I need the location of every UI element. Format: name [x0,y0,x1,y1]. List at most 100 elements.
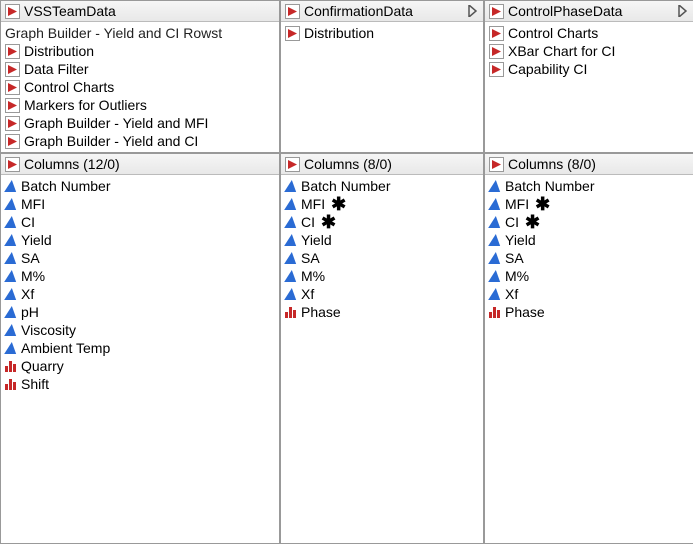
columns-header[interactable]: Columns (8/0) [485,154,693,175]
script-disclosure-icon[interactable] [5,80,20,95]
column-row[interactable]: CI ✱ [285,213,479,231]
nav-arrow-icon[interactable] [675,4,689,19]
scripts-body: Control Charts XBar Chart for CI Capabil… [485,22,693,80]
script-row[interactable]: Graph Builder - Yield and CI [5,132,275,150]
column-label: Ambient Temp [21,340,110,356]
column-row[interactable]: MFI [5,195,275,213]
continuous-icon [4,342,18,354]
asterisk-icon: ✱ [331,198,346,210]
column-label: Quarry [21,358,64,374]
script-disclosure-icon[interactable] [5,98,20,113]
column-row[interactable]: Batch Number [285,177,479,195]
table-title: ControlPhaseData [508,3,671,19]
script-row[interactable]: Markers for Outliers [5,96,275,114]
table-header[interactable]: ControlPhaseData [485,1,693,22]
script-disclosure-icon[interactable] [489,62,504,77]
script-label: Graph Builder - Yield and MFI [24,115,208,131]
script-disclosure-icon[interactable] [489,44,504,59]
column-row[interactable]: Batch Number [5,177,275,195]
column-row[interactable]: Xf [489,285,689,303]
columns-title: Columns (8/0) [508,156,689,172]
script-row[interactable]: Graph Builder - Yield and MFI [5,114,275,132]
column-row[interactable]: Yield [489,231,689,249]
column-label: MFI [21,196,45,212]
script-extra-line[interactable]: Graph Builder - Yield and CI Rowst [5,24,275,42]
column-row[interactable]: MFI ✱ [285,195,479,213]
column-row[interactable]: Xf [5,285,275,303]
columns-title: Columns (12/0) [24,156,275,172]
table-header[interactable]: ConfirmationData [281,1,483,22]
column-label: Batch Number [21,178,110,194]
continuous-icon [284,288,298,300]
column-label: pH [21,304,39,320]
continuous-icon [488,234,502,246]
continuous-icon [4,234,18,246]
column-label: CI [21,214,35,230]
column-label: Phase [301,304,341,320]
columns-disclosure-icon[interactable] [5,157,20,172]
column-row[interactable]: CI ✱ [489,213,689,231]
continuous-icon [4,270,18,282]
column-label: M% [301,268,325,284]
column-row[interactable]: Xf [285,285,479,303]
nominal-icon [5,360,17,372]
continuous-icon [4,180,18,192]
script-row[interactable]: XBar Chart for CI [489,42,689,60]
table-disclosure-icon[interactable] [5,4,20,19]
column-row[interactable]: Yield [285,231,479,249]
column-row[interactable]: Viscosity [5,321,275,339]
nav-arrow-icon[interactable] [465,4,479,19]
column-row[interactable]: Phase [489,303,689,321]
script-disclosure-icon[interactable] [489,26,504,41]
script-label: XBar Chart for CI [508,43,615,59]
column-row[interactable]: Ambient Temp [5,339,275,357]
script-label: Graph Builder - Yield and CI [24,133,198,149]
script-disclosure-icon[interactable] [5,44,20,59]
column-row[interactable]: Shift [5,375,275,393]
script-disclosure-icon[interactable] [285,26,300,41]
script-disclosure-icon[interactable] [5,134,20,149]
column-label: Xf [21,286,34,302]
script-row[interactable]: Control Charts [5,78,275,96]
table-disclosure-icon[interactable] [489,4,504,19]
script-row[interactable]: Distribution [285,24,479,42]
script-label: Markers for Outliers [24,97,147,113]
table-header[interactable]: VSSTeamData [1,1,279,22]
column-row[interactable]: M% [5,267,275,285]
column-row[interactable]: M% [285,267,479,285]
column-label: Yield [301,232,332,248]
column-row[interactable]: CI [5,213,275,231]
columns-body: Batch Number MFI ✱ CI ✱ Yield [281,175,483,323]
column-label: MFI [505,196,529,212]
scripts-body: Graph Builder - Yield and CI Rowst Distr… [1,22,279,152]
columns-header[interactable]: Columns (12/0) [1,154,279,175]
column-row[interactable]: SA [5,249,275,267]
column-row[interactable]: Batch Number [489,177,689,195]
script-row[interactable]: Data Filter [5,60,275,78]
column-row[interactable]: MFI ✱ [489,195,689,213]
column-row[interactable]: M% [489,267,689,285]
table-disclosure-icon[interactable] [285,4,300,19]
column-label: M% [505,268,529,284]
script-disclosure-icon[interactable] [5,62,20,77]
column-label: CI [301,214,315,230]
script-label: Distribution [24,43,94,59]
columns-header[interactable]: Columns (8/0) [281,154,483,175]
columns-disclosure-icon[interactable] [489,157,504,172]
column-row[interactable]: Quarry [5,357,275,375]
column-label: Xf [301,286,314,302]
script-disclosure-icon[interactable] [5,116,20,131]
columns-disclosure-icon[interactable] [285,157,300,172]
column-row[interactable]: Yield [5,231,275,249]
asterisk-icon: ✱ [535,198,550,210]
column-row[interactable]: SA [285,249,479,267]
column-label: Batch Number [301,178,390,194]
column-row[interactable]: pH [5,303,275,321]
column-label: SA [21,250,40,266]
script-row[interactable]: Capability CI [489,60,689,78]
column-row[interactable]: SA [489,249,689,267]
script-row[interactable]: Control Charts [489,24,689,42]
script-label: Control Charts [24,79,114,95]
script-row[interactable]: Distribution [5,42,275,60]
column-row[interactable]: Phase [285,303,479,321]
